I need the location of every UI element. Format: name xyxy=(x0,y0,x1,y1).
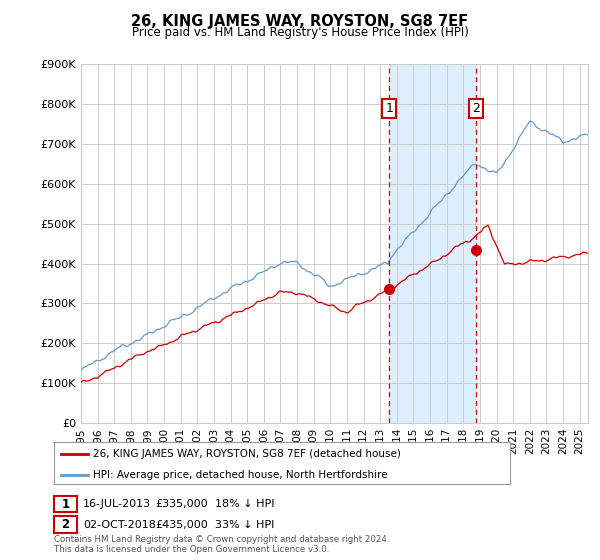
Text: 33% ↓ HPI: 33% ↓ HPI xyxy=(215,520,274,530)
Text: 1: 1 xyxy=(385,102,393,115)
Text: 18% ↓ HPI: 18% ↓ HPI xyxy=(215,499,274,509)
Text: HPI: Average price, detached house, North Hertfordshire: HPI: Average price, detached house, Nort… xyxy=(93,470,388,480)
Text: £435,000: £435,000 xyxy=(155,520,208,530)
Text: 2: 2 xyxy=(472,102,480,115)
Text: 26, KING JAMES WAY, ROYSTON, SG8 7EF: 26, KING JAMES WAY, ROYSTON, SG8 7EF xyxy=(131,14,469,29)
Text: Contains HM Land Registry data © Crown copyright and database right 2024.
This d: Contains HM Land Registry data © Crown c… xyxy=(54,535,389,554)
Text: 2: 2 xyxy=(61,518,70,531)
Bar xyxy=(389,64,476,423)
Text: 26, KING JAMES WAY, ROYSTON, SG8 7EF (detached house): 26, KING JAMES WAY, ROYSTON, SG8 7EF (de… xyxy=(93,449,401,459)
Text: £335,000: £335,000 xyxy=(155,499,208,509)
Text: 16-JUL-2013: 16-JUL-2013 xyxy=(83,499,151,509)
Text: 1: 1 xyxy=(61,497,70,511)
Text: Price paid vs. HM Land Registry's House Price Index (HPI): Price paid vs. HM Land Registry's House … xyxy=(131,26,469,39)
Text: 02-OCT-2018: 02-OCT-2018 xyxy=(83,520,155,530)
